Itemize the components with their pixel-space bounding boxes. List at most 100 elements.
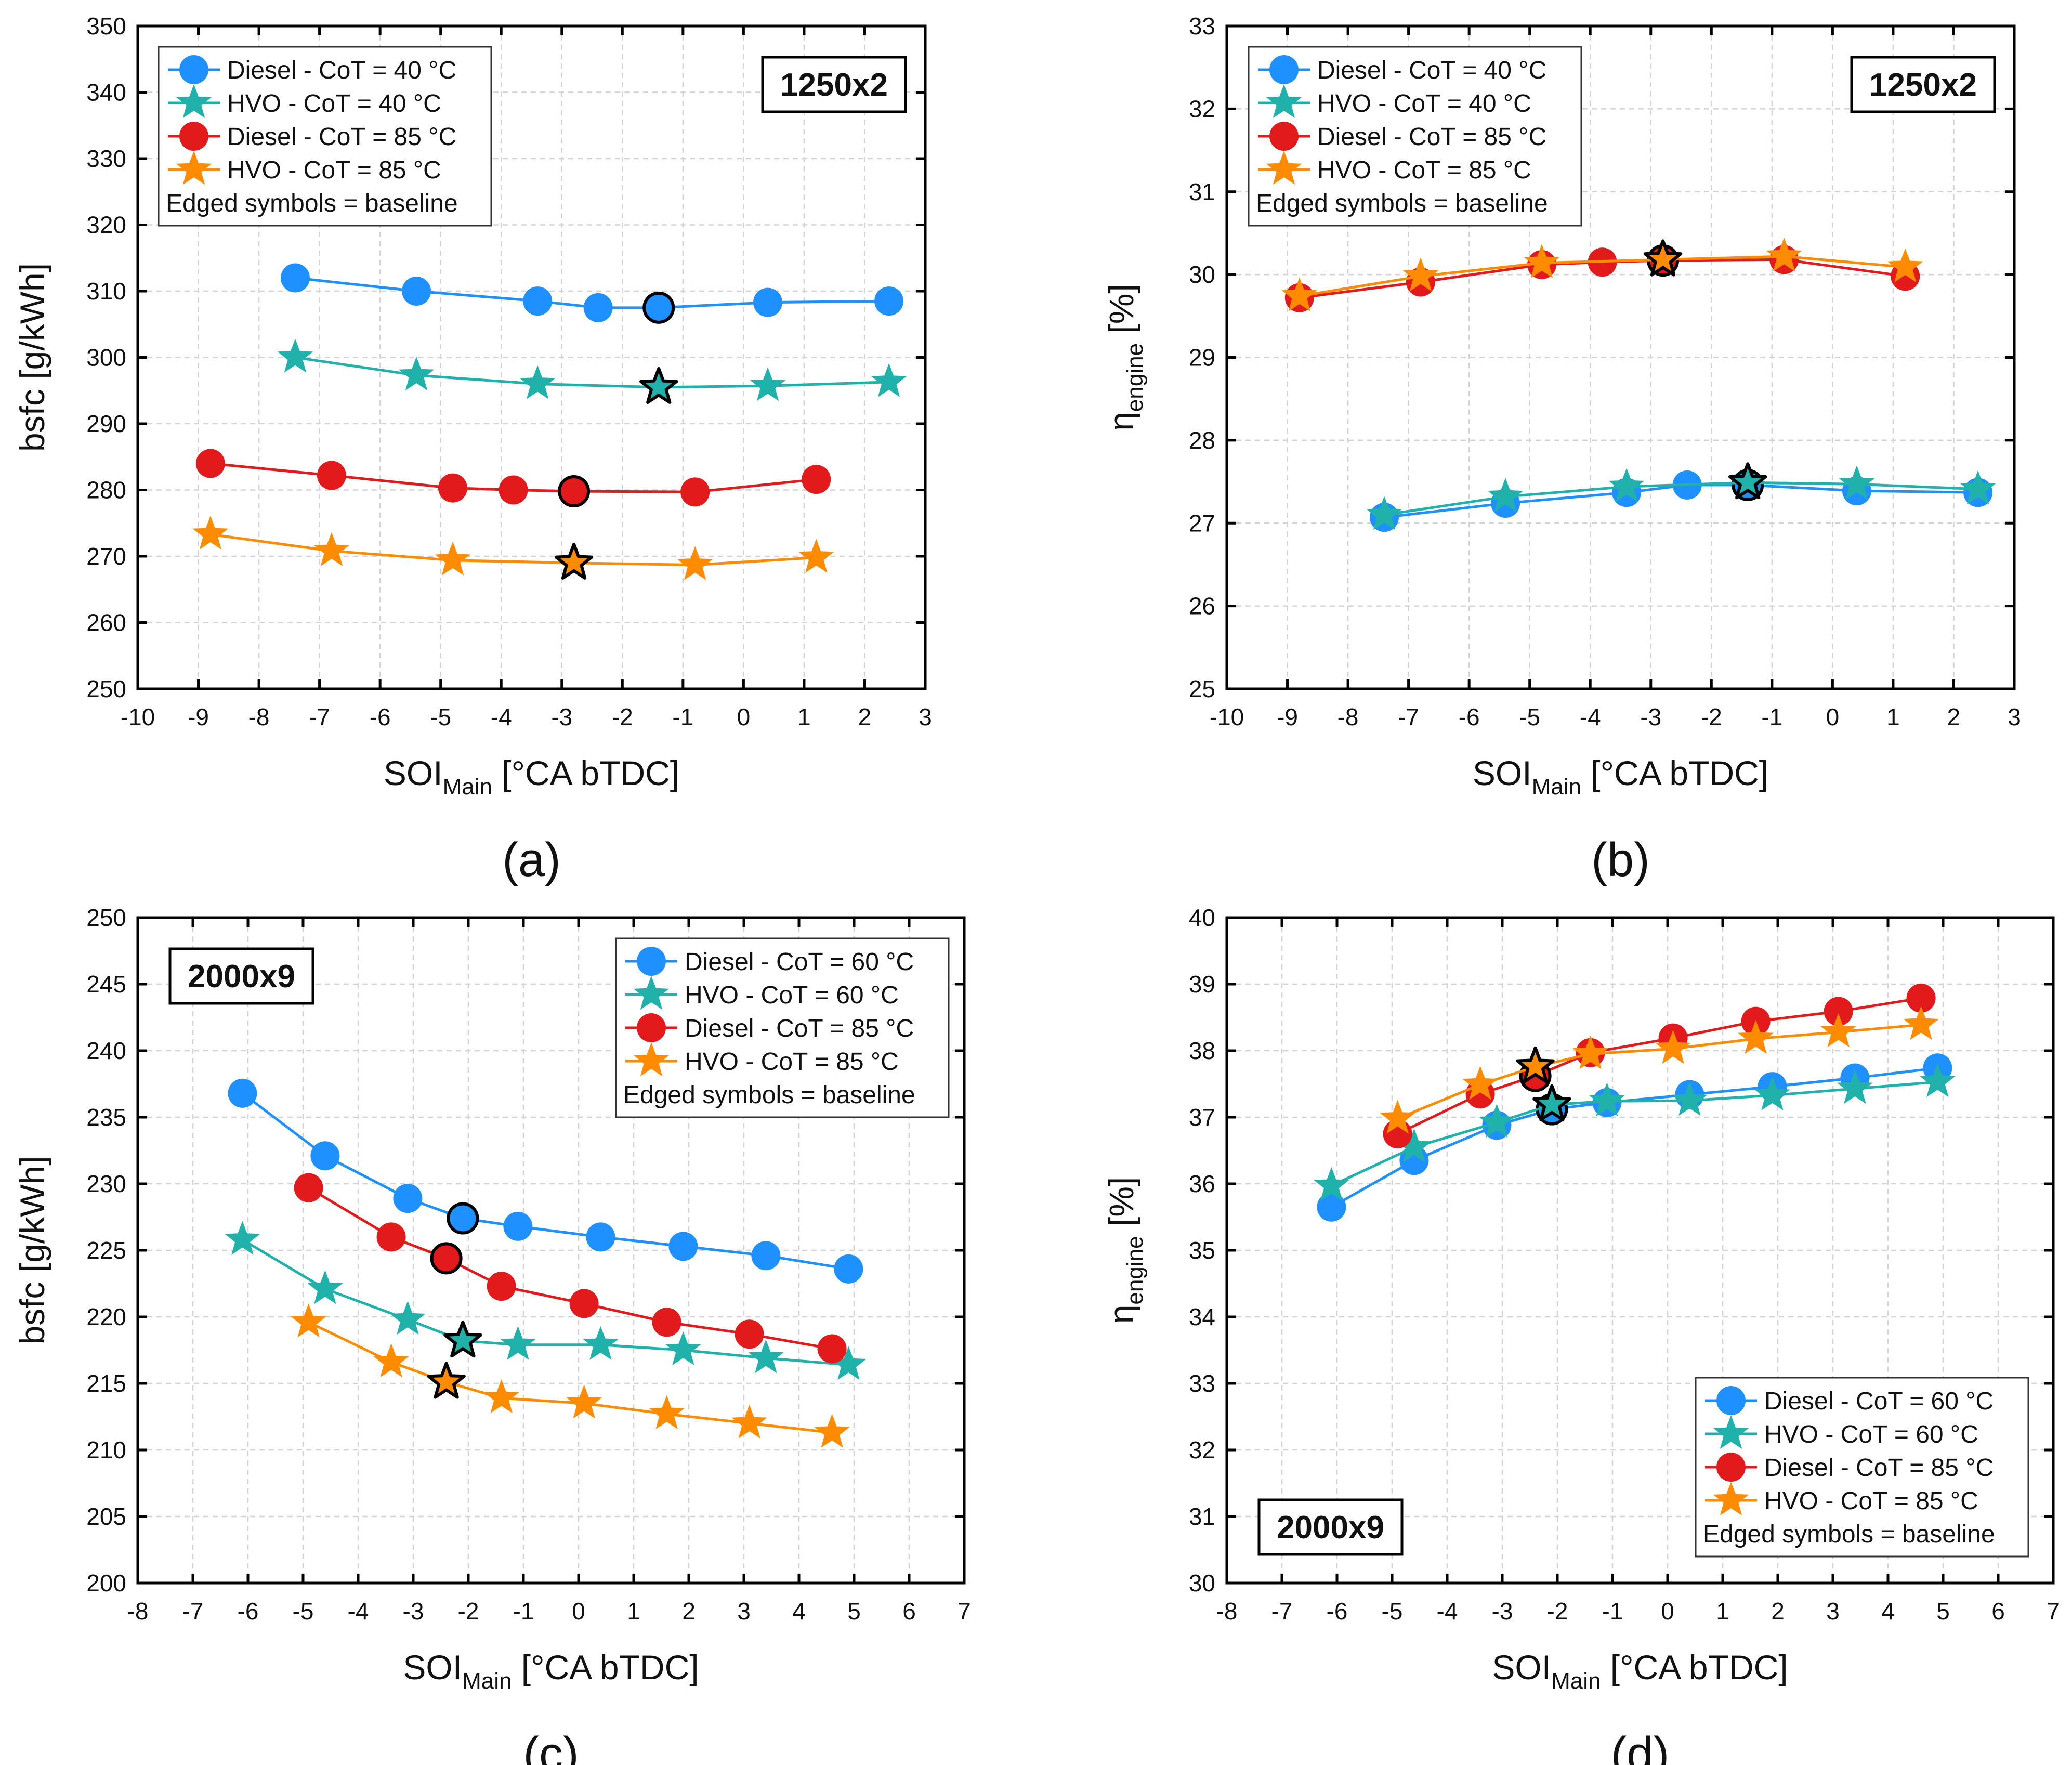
- data-point: [1366, 496, 1402, 530]
- data-point: [281, 263, 310, 293]
- data-point: [1608, 468, 1645, 502]
- data-point: [500, 1326, 536, 1360]
- x-tick-label: -7: [1398, 703, 1419, 730]
- y-axis-label: ηengine [%]: [1102, 284, 1148, 431]
- y-tick-label: 215: [86, 1370, 126, 1397]
- data-point: [1380, 1100, 1415, 1134]
- data-point: [393, 1184, 423, 1213]
- x-tick-label: 0: [737, 703, 751, 730]
- legend-swatch-marker: [633, 976, 670, 1010]
- legend-entry: Diesel - CoT = 60 °C: [1764, 1388, 1994, 1415]
- y-tick-label: 220: [86, 1303, 126, 1330]
- data-point: [1396, 1128, 1432, 1162]
- data-point: [831, 1346, 867, 1380]
- x-tick-label: 2: [1771, 1598, 1785, 1625]
- series-1: [1314, 1063, 1956, 1201]
- x-tick-label: -4: [1580, 703, 1601, 730]
- data-point-baseline: [554, 542, 594, 580]
- x-tick-label: -1: [1602, 1598, 1623, 1625]
- series-0: [228, 1078, 863, 1284]
- x-tick-label: -4: [491, 703, 512, 730]
- data-point: [402, 277, 431, 306]
- legend: Diesel - CoT = 60 °C HVO - CoT = 60 °C Die…: [1695, 1377, 2029, 1558]
- data-point: [750, 367, 786, 401]
- series-2: [294, 1173, 847, 1364]
- data-point: [1572, 1035, 1608, 1069]
- x-tick-label: -9: [188, 703, 209, 730]
- x-tick-label: 7: [2047, 1598, 2060, 1625]
- x-axis-label-main: SOI: [403, 1648, 462, 1686]
- data-point-baseline: [1516, 1046, 1555, 1083]
- x-axis-label-unit: [°CA bTDC]: [1581, 754, 1768, 792]
- data-point: [1317, 1192, 1346, 1222]
- x-tick-label: -10: [121, 703, 155, 730]
- legend-entry: Diesel - CoT = 85 °C: [685, 1015, 914, 1042]
- data-point: [376, 1222, 406, 1252]
- chart-panel-a: -10 -9 -8 -7 -6 -5 -4 -3 -2 -1 0 1 2 3250260270280290…: [13, 12, 932, 886]
- data-point: [373, 1343, 409, 1378]
- data-point: [503, 1211, 533, 1241]
- x-tick-label: 3: [1826, 1598, 1840, 1625]
- legend-swatch-marker: [1266, 151, 1302, 185]
- data-point: [748, 1339, 784, 1374]
- y-tick-label: 33: [1189, 12, 1215, 40]
- series-line: [210, 533, 817, 567]
- data-point: [523, 286, 553, 316]
- data-point: [398, 356, 435, 390]
- y-axis-label-main: η: [1102, 1305, 1140, 1324]
- y-tick-label: 30: [1189, 261, 1215, 288]
- legend-note: Edged symbols = baseline: [1703, 1521, 1995, 1548]
- x-tick-label: -1: [1761, 703, 1782, 730]
- data-point: [652, 1308, 681, 1337]
- legend-note: Edged symbols = baseline: [623, 1081, 915, 1109]
- y-tick-label: 205: [86, 1503, 126, 1530]
- y-tick-label: 29: [1189, 344, 1215, 371]
- series-line: [1384, 481, 1978, 516]
- y-tick-label: 38: [1189, 1037, 1215, 1064]
- x-axis-label: SOIMain [°CA bTDC]: [1473, 754, 1768, 800]
- legend-swatch-marker: [1716, 1453, 1746, 1482]
- y-tick-label: 32: [1189, 1436, 1215, 1463]
- x-tick-label: -6: [1459, 703, 1480, 730]
- x-tick-label: 1: [797, 703, 811, 730]
- data-point: [499, 475, 528, 505]
- data-point: [569, 1289, 599, 1318]
- x-tick-label: -6: [238, 1598, 259, 1625]
- data-point: [798, 539, 834, 573]
- data-point: [519, 365, 556, 399]
- x-axis-label: SOIMain [°CA bTDC]: [384, 754, 679, 800]
- data-point-baseline: [447, 1202, 479, 1235]
- data-point: [277, 338, 313, 373]
- x-tick-label: -4: [1437, 1598, 1458, 1625]
- data-point: [874, 286, 904, 316]
- legend-entry: Diesel - CoT = 85 °C: [227, 123, 456, 151]
- series-1: [277, 338, 907, 404]
- series-line: [308, 1321, 832, 1434]
- y-tick-label: 300: [86, 344, 126, 371]
- data-point: [665, 1331, 701, 1366]
- series-3: [1281, 238, 1923, 311]
- x-tick-label: -3: [403, 1598, 424, 1625]
- plot-frame: [136, 916, 966, 1585]
- y-tick-label: 225: [86, 1237, 126, 1264]
- data-point: [566, 1384, 602, 1419]
- data-point: [1524, 244, 1560, 278]
- x-tick-label: -7: [1271, 1598, 1293, 1625]
- y-tick-label: 37: [1189, 1104, 1215, 1131]
- data-point-baseline: [642, 291, 675, 324]
- data-point: [228, 1078, 257, 1108]
- data-point-baseline: [639, 367, 678, 404]
- x-tick-label: 5: [847, 1598, 861, 1625]
- data-point: [1903, 1006, 1939, 1040]
- y-axis-label-text: bsfc [g/kWh]: [13, 263, 51, 452]
- legend-swatch-marker: [637, 1013, 666, 1042]
- condition-tag: 1250x2: [780, 67, 888, 103]
- data-point: [680, 477, 710, 507]
- x-tick-label: 2: [682, 1598, 696, 1625]
- y-axis-label: bsfc [g/kWh]: [13, 1156, 51, 1344]
- data-point: [195, 449, 225, 478]
- data-point: [1672, 1082, 1708, 1116]
- data-point: [438, 473, 467, 503]
- condition-tag-box: [761, 56, 907, 113]
- x-tick-label: 0: [1826, 703, 1840, 730]
